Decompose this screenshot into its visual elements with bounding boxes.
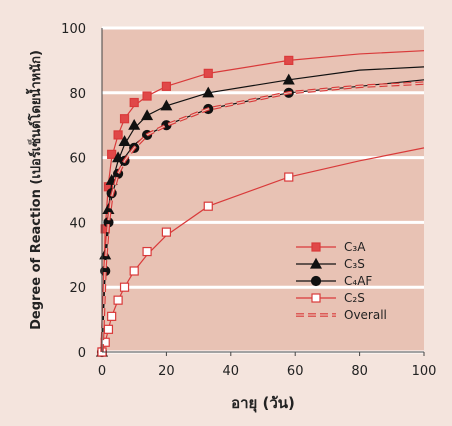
marker — [309, 257, 323, 269]
y-tick-label: 100 — [61, 22, 86, 37]
marker — [142, 91, 152, 101]
x-tick-label: 80 — [351, 364, 368, 379]
x-tick-label: 0 — [98, 364, 106, 379]
marker — [141, 109, 154, 121]
marker — [310, 275, 322, 287]
x-axis-label: อายุ (วัน) — [231, 394, 295, 413]
marker — [203, 68, 213, 78]
marker — [119, 282, 130, 292]
fit-line-inner — [101, 82, 425, 353]
legend-label: C₃A — [344, 240, 366, 254]
marker — [118, 135, 131, 146]
y-tick-label: 0 — [78, 346, 86, 361]
marker — [100, 337, 110, 347]
legend: C₃A C₃S C₄AF C₂S Overall — [296, 240, 387, 322]
marker — [107, 311, 117, 321]
y-tick-label: 40 — [69, 216, 86, 231]
marker — [113, 295, 123, 305]
marker — [128, 118, 141, 130]
marker — [311, 242, 321, 252]
marker — [103, 324, 114, 334]
y-tick-label: 80 — [69, 87, 86, 102]
x-tick-label: 60 — [287, 364, 304, 379]
marker — [282, 73, 295, 85]
marker — [284, 55, 294, 66]
y-tick-label: 20 — [69, 281, 86, 296]
marker — [129, 266, 139, 276]
y-axis-label: Degree of Reaction (เปอร์เซ็นต์โดยน้ำหนั… — [25, 50, 44, 330]
legend-label: C₂S — [344, 291, 365, 305]
legend-label: C₄AF — [344, 274, 372, 288]
marker — [107, 149, 117, 159]
marker — [160, 99, 173, 111]
marker — [311, 293, 321, 303]
marker — [161, 81, 171, 91]
marker — [113, 130, 123, 140]
legend-label: Overall — [344, 308, 387, 322]
x-tick-label: 100 — [412, 364, 437, 379]
x-tick-label: 20 — [158, 364, 175, 379]
x-tick-label: 40 — [223, 364, 240, 379]
legend-label: C₃S — [344, 257, 365, 271]
marker — [142, 246, 152, 257]
marker — [119, 114, 130, 124]
y-tick-label: 60 — [69, 152, 86, 167]
marker — [202, 86, 215, 98]
marker — [284, 172, 294, 182]
marker — [161, 227, 171, 237]
marker — [203, 201, 213, 211]
marker — [129, 97, 139, 108]
plot-area — [102, 28, 424, 352]
